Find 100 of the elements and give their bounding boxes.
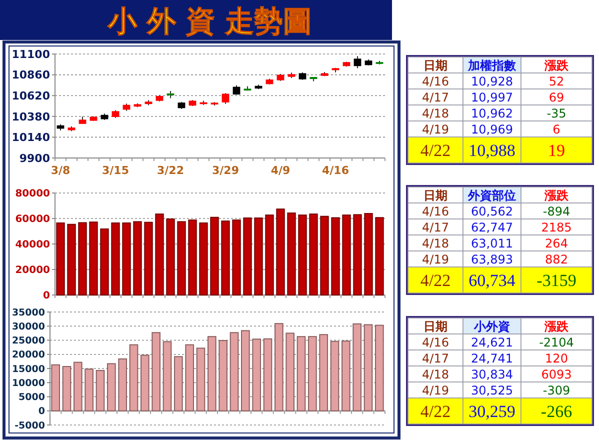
bar (89, 222, 98, 296)
text: 30,259 (468, 402, 516, 421)
bar (330, 340, 340, 412)
text: 4/18 (422, 368, 449, 382)
bar (241, 330, 250, 412)
bar (375, 217, 384, 296)
bar (210, 216, 219, 296)
text: 4/19 (422, 384, 449, 398)
bar (185, 344, 194, 412)
text: 60,734 (468, 271, 516, 290)
bar (342, 340, 350, 412)
bar (364, 324, 373, 412)
bar (230, 332, 239, 412)
bar (78, 222, 87, 296)
text: -309 (542, 384, 570, 398)
y-tick-label: 35000 (12, 307, 46, 318)
bar (67, 224, 76, 296)
bar (177, 221, 186, 296)
x-tick-label: 3/15 (102, 164, 129, 177)
text: 漲跌 (544, 188, 570, 202)
bar (129, 344, 138, 412)
text: 24,741 (471, 352, 513, 366)
text: 6 (552, 122, 560, 136)
text: 漲跌 (544, 320, 570, 334)
x-tick-label: 3/22 (157, 164, 184, 177)
text: 63,893 (471, 252, 513, 266)
bar (364, 213, 373, 296)
bar (308, 336, 317, 412)
text: -266 (540, 402, 572, 421)
text: 10,962 (471, 106, 513, 120)
text: 4/18 (422, 106, 449, 120)
chart-title: 小 外 資 走勢圖 (106, 4, 312, 38)
text: 69 (548, 90, 564, 104)
bar (252, 338, 261, 412)
y-tick-label: 25000 (12, 336, 46, 347)
bar (62, 366, 72, 412)
y-tick-label: 40000 (15, 240, 50, 250)
text: 120 (545, 352, 568, 366)
y-tick-label: 30000 (12, 321, 46, 332)
text: 4/16 (422, 74, 449, 88)
bar (276, 208, 285, 296)
text: 日期 (424, 188, 448, 202)
y-tick-label: 20000 (15, 265, 50, 276)
text: 加權指數 (467, 58, 517, 72)
y-tick-label: 10140 (12, 131, 50, 144)
bar (118, 358, 127, 412)
text: 60,562 (471, 204, 513, 218)
text: 30,834 (471, 368, 513, 382)
y-tick-label: 60000 (15, 214, 50, 225)
bar (208, 336, 216, 412)
text: 10,997 (471, 90, 513, 104)
y-tick-label: 11100 (12, 48, 50, 61)
bar (196, 348, 206, 412)
text: 4/17 (422, 220, 449, 234)
text: 10,969 (471, 122, 513, 136)
bar (287, 212, 296, 296)
y-tick-label: 10620 (12, 89, 50, 102)
y-tick-label: 15000 (12, 364, 46, 375)
text: 外資部位 (467, 188, 516, 202)
bar (263, 338, 272, 412)
bar (221, 220, 230, 296)
x-tick-label: 4/9 (270, 164, 290, 177)
bar (96, 370, 105, 412)
text: 10,928 (471, 74, 513, 88)
bar (133, 221, 142, 296)
bar (122, 222, 131, 296)
text: 882 (545, 252, 568, 266)
bar (162, 341, 172, 412)
bar (218, 340, 228, 412)
text: 日期 (424, 320, 448, 334)
text: 63,011 (471, 236, 513, 250)
y-tick-label: 10860 (12, 68, 50, 82)
bar (111, 222, 120, 296)
bar (56, 222, 65, 296)
text: 24,621 (471, 336, 513, 350)
text: 4/16 (422, 336, 449, 350)
y-tick-label: 10000 (12, 378, 46, 389)
bar (166, 218, 175, 296)
y-tick-label: 20000 (12, 350, 46, 361)
text: 10,988 (468, 141, 516, 160)
y-tick-label: 9900 (19, 152, 50, 165)
y-tick-label: -5000 (14, 420, 46, 432)
text: 264 (545, 236, 568, 250)
x-tick-label: 3/8 (50, 164, 70, 177)
text: 19 (548, 141, 565, 160)
y-tick-label: 5000 (18, 392, 46, 404)
text: 4/22 (420, 141, 451, 160)
text: -2104 (539, 336, 574, 350)
bar (107, 363, 116, 412)
bar (352, 323, 362, 412)
text: 62,747 (471, 220, 513, 234)
text: 30,525 (471, 384, 513, 398)
bar (342, 214, 351, 296)
text: 小外資 (473, 320, 510, 334)
bar (286, 332, 294, 412)
bar (265, 214, 274, 296)
bar (375, 324, 384, 412)
bar (199, 222, 208, 296)
bar (51, 364, 60, 412)
bar (309, 214, 318, 296)
